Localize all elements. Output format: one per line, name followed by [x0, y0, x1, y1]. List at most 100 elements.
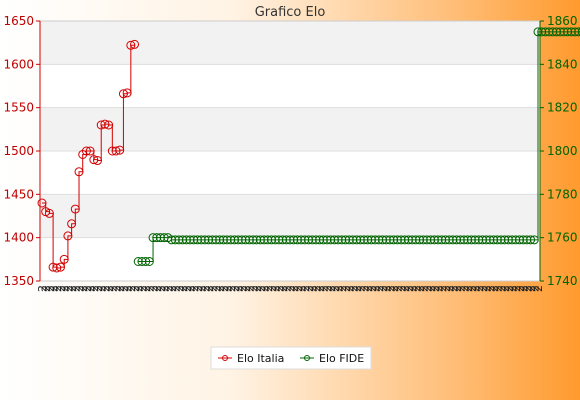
x-axis-tick-label: 2	[428, 285, 441, 292]
x-axis-tick-label: 2	[84, 285, 97, 292]
data-point	[355, 235, 365, 245]
data-point	[133, 257, 143, 266]
data-point	[537, 27, 547, 37]
data-point	[189, 235, 199, 245]
data-point	[59, 254, 69, 264]
data-point	[448, 235, 458, 245]
data-point	[67, 219, 77, 229]
x-axis-tick-label: 2	[351, 285, 364, 292]
x-axis-tick-label: 2	[421, 285, 434, 292]
x-axis-tick-label: 2	[158, 285, 171, 292]
data-point	[259, 235, 269, 245]
x-axis-tick-label: 2	[221, 285, 234, 292]
data-point	[296, 235, 306, 245]
x-axis-tick-label: 2	[499, 285, 512, 292]
data-point	[152, 233, 162, 243]
legend-marker	[304, 355, 310, 361]
data-point	[274, 235, 284, 245]
x-axis-tick-label: 2	[325, 285, 338, 292]
x-axis-tick-label: 2	[184, 285, 197, 292]
data-point	[107, 146, 117, 156]
x-axis-tick-label: 2	[66, 285, 79, 292]
data-point	[52, 263, 62, 273]
data-point	[470, 235, 480, 245]
x-axis-tick-label: 2	[284, 285, 297, 292]
right-axis-tick-label: 1800	[547, 144, 578, 158]
x-axis-tick-label: 2	[451, 285, 464, 292]
data-point	[333, 235, 343, 245]
x-axis-tick-label: 2	[47, 285, 60, 292]
data-point	[178, 235, 188, 245]
data-point	[285, 235, 295, 245]
x-axis-tick-label: 2	[373, 285, 386, 292]
x-axis-tick-label: 2	[384, 285, 397, 292]
data-point	[207, 235, 217, 245]
grid-band	[40, 237, 540, 281]
x-axis-tick-label: 2	[380, 285, 393, 292]
legend-label: Elo FIDE	[319, 352, 364, 365]
data-point	[566, 27, 576, 37]
series-elo-fide	[133, 27, 580, 266]
x-axis-tick-label: 2	[388, 285, 401, 292]
data-point	[352, 235, 362, 245]
x-axis-tick-label: 2	[288, 285, 301, 292]
data-point	[111, 146, 121, 156]
data-point	[244, 235, 254, 245]
data-point	[522, 235, 532, 245]
x-axis-tick-label: 2	[528, 285, 541, 292]
x-axis-tick-label: 2	[491, 285, 504, 292]
right-axis-tick-label: 1860	[547, 14, 578, 28]
legend-item-elo-italia: Elo Italia	[218, 352, 284, 365]
x-axis-tick-label: 2	[77, 285, 90, 292]
right-axis-tick-label: 1840	[547, 57, 578, 71]
data-point	[266, 235, 276, 245]
data-point	[144, 257, 154, 266]
data-point	[466, 235, 476, 245]
x-axis-tick-label: 2	[117, 285, 130, 292]
data-point	[174, 235, 184, 245]
series-line	[138, 31, 580, 262]
data-point	[93, 156, 103, 166]
data-point	[411, 235, 421, 245]
x-axis-tick-label: 2	[258, 285, 271, 292]
left-axis-tick-label: 1600	[3, 57, 34, 71]
data-point	[89, 155, 99, 165]
legend-item-elo-fide: Elo FIDE	[300, 352, 364, 365]
x-axis-tick-label: 2	[140, 285, 153, 292]
data-point	[185, 235, 195, 245]
x-axis-tick-label: 2	[525, 285, 538, 292]
data-point	[48, 262, 58, 272]
x-axis-tick-label: 2	[58, 285, 71, 292]
x-axis-tick-label: 2	[506, 285, 519, 292]
data-point	[226, 235, 236, 245]
x-axis-tick-label: 2	[391, 285, 404, 292]
x-axis-tick-label: 2	[251, 285, 264, 292]
data-point	[170, 235, 180, 245]
data-point	[485, 235, 495, 245]
legend: Elo Italia Elo FIDE	[210, 346, 372, 370]
x-axis-tick-label: 2	[69, 285, 82, 292]
x-axis-tick-label: 2	[88, 285, 101, 292]
x-axis-tick-label: 2	[362, 285, 375, 292]
x-axis-tick-label: 2	[462, 285, 475, 292]
data-point	[514, 235, 524, 245]
x-axis-tick-label: 2	[151, 285, 164, 292]
data-point	[252, 235, 262, 245]
grid-band	[40, 64, 540, 108]
x-axis-tick-label: 2	[114, 285, 127, 292]
x-axis-tick-label: 2	[262, 285, 275, 292]
data-point	[381, 235, 391, 245]
data-point	[426, 235, 436, 245]
x-axis-tick-label: 2	[476, 285, 489, 292]
x-axis-tick-label: 2	[513, 285, 526, 292]
data-point	[326, 235, 336, 245]
x-axis-tick-label: 2	[402, 285, 415, 292]
data-point	[329, 235, 339, 245]
data-point	[318, 235, 328, 245]
data-point	[526, 235, 536, 245]
data-point	[555, 27, 565, 37]
x-axis-tick-label: 2	[443, 285, 456, 292]
x-axis-tick-label: 2	[436, 285, 449, 292]
x-axis-tick-label: 2	[247, 285, 260, 292]
